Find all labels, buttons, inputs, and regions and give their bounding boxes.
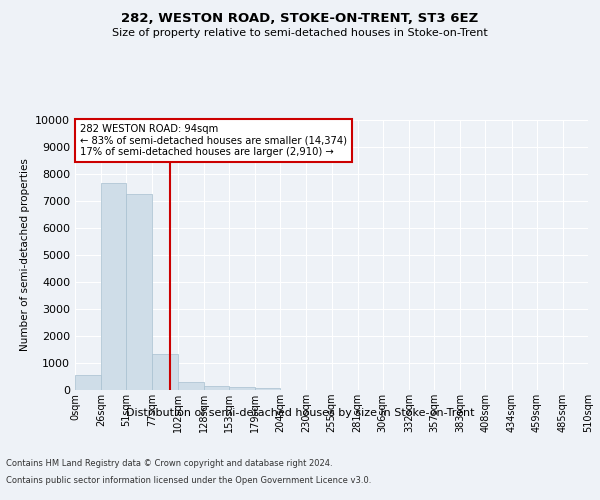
Bar — [255, 388, 280, 390]
Text: Contains HM Land Registry data © Crown copyright and database right 2024.: Contains HM Land Registry data © Crown c… — [6, 458, 332, 468]
Text: 282 WESTON ROAD: 94sqm
← 83% of semi-detached houses are smaller (14,374)
17% of: 282 WESTON ROAD: 94sqm ← 83% of semi-det… — [80, 124, 347, 157]
Bar — [204, 386, 229, 390]
Text: Distribution of semi-detached houses by size in Stoke-on-Trent: Distribution of semi-detached houses by … — [126, 408, 474, 418]
Bar — [229, 387, 255, 390]
Bar — [127, 194, 152, 390]
Text: Size of property relative to semi-detached houses in Stoke-on-Trent: Size of property relative to semi-detach… — [112, 28, 488, 38]
Text: Contains public sector information licensed under the Open Government Licence v3: Contains public sector information licen… — [6, 476, 371, 485]
Bar — [178, 382, 204, 390]
Bar — [75, 375, 101, 390]
Bar — [101, 184, 127, 390]
Y-axis label: Number of semi-detached properties: Number of semi-detached properties — [20, 158, 29, 352]
Bar — [152, 354, 178, 390]
Text: 282, WESTON ROAD, STOKE-ON-TRENT, ST3 6EZ: 282, WESTON ROAD, STOKE-ON-TRENT, ST3 6E… — [121, 12, 479, 26]
